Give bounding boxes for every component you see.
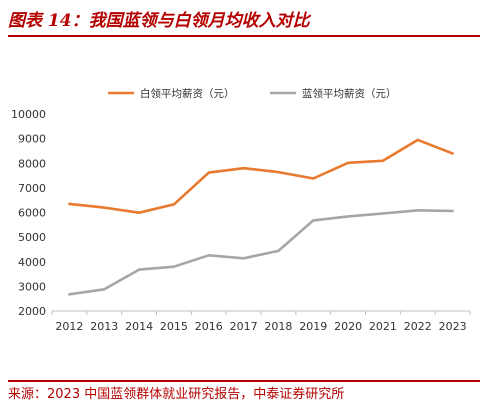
y-tick-label: 10000: [11, 108, 46, 121]
x-tick-label: 2015: [160, 320, 188, 333]
y-tick-label: 2000: [18, 305, 46, 318]
series-line-1: [68, 209, 454, 296]
source-divider: [8, 380, 480, 382]
source-note: 来源：2023 中国蓝领群体就业研究报告，中泰证券研究所: [8, 387, 345, 402]
x-tick-label: 2013: [90, 320, 118, 333]
x-tick-label: 2021: [369, 320, 397, 333]
x-tick-label: 2023: [439, 320, 467, 333]
y-axis: 2000 3000 4000 5000 6000 7000 8000 9000 10000: [11, 108, 46, 318]
x-tick-label: 2017: [230, 320, 258, 333]
x-tick-label: 2016: [195, 320, 223, 333]
x-tick-label: 2022: [404, 320, 432, 333]
y-tick-label: 4000: [18, 256, 46, 269]
y-tick-label: 9000: [18, 133, 46, 146]
figure-title: 图表 14：我国蓝领与白领月均收入对比: [8, 11, 310, 31]
x-tick-label: 2019: [299, 320, 327, 333]
y-tick-label: 3000: [18, 280, 46, 293]
x-axis: 2012 2013 2014 2015 2016 2017 2018 2019 2020 2021…: [51, 310, 471, 333]
x-tick-label: 2018: [264, 320, 292, 333]
chart-legend: 白领平均薪资（元） 蓝领平均薪资（元）: [108, 87, 397, 100]
title-divider: [8, 35, 480, 37]
chart-series: [68, 138, 454, 296]
legend-label-1: 蓝领平均薪资（元）: [302, 87, 397, 100]
x-tick-label: 2020: [334, 320, 362, 333]
y-tick-label: 7000: [18, 182, 46, 195]
x-tick-label: 2012: [55, 320, 83, 333]
legend-label-0: 白领平均薪资（元）: [140, 87, 235, 100]
line-chart: 白领平均薪资（元） 蓝领平均薪资（元） 2000 3000 4000 5000 6000 7…: [11, 87, 471, 333]
y-tick-label: 8000: [18, 157, 46, 170]
series-line-0: [68, 138, 454, 214]
x-tick-label: 2014: [125, 320, 153, 333]
y-tick-label: 5000: [18, 231, 46, 244]
y-tick-label: 6000: [18, 207, 46, 220]
